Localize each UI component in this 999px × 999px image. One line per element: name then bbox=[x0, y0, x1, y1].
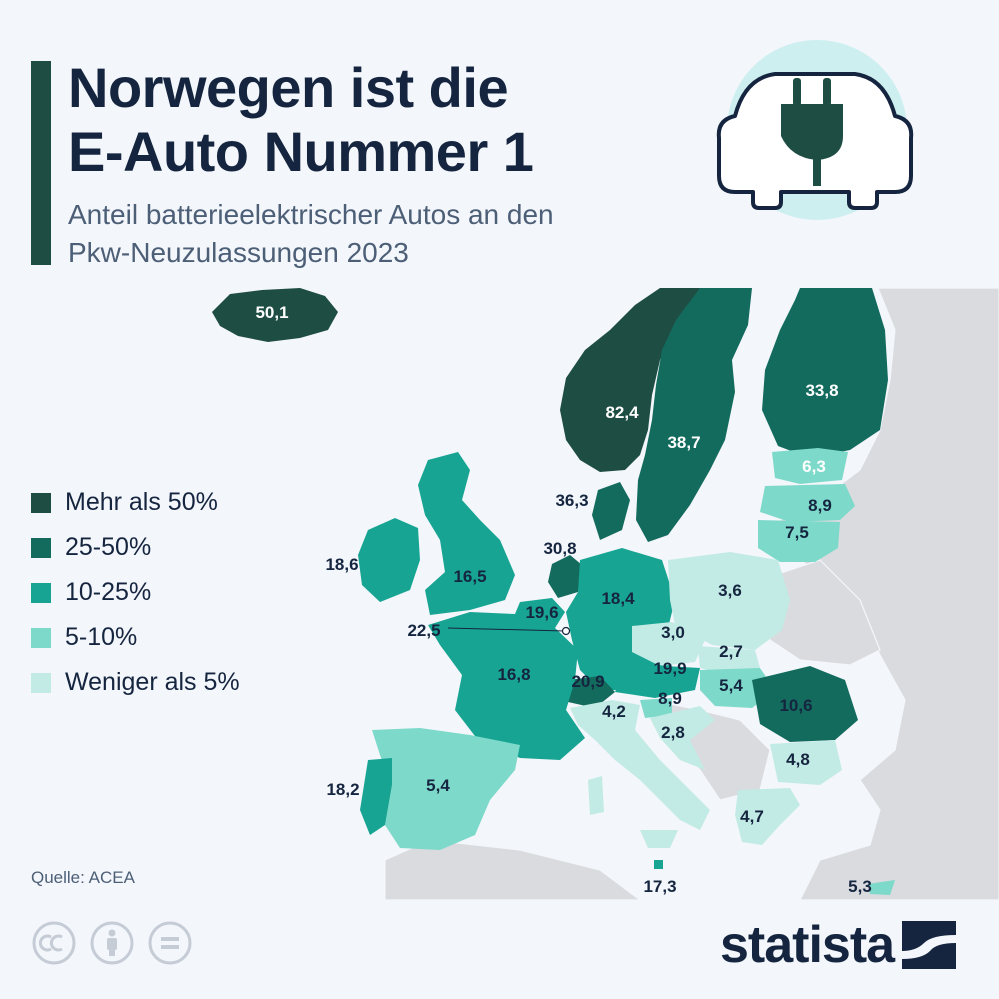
brand-name: statista bbox=[720, 916, 895, 974]
label-poland: 3,6 bbox=[718, 581, 742, 600]
legend-label: 5-10% bbox=[65, 623, 138, 651]
label-latvia: 8,9 bbox=[808, 496, 832, 515]
label-slovenia: 8,9 bbox=[658, 689, 682, 708]
label-romania: 10,6 bbox=[779, 696, 812, 715]
label-greece: 4,7 bbox=[740, 807, 764, 826]
region-austria bbox=[615, 660, 700, 698]
region-malta bbox=[654, 860, 663, 869]
legend-item: 10-25% bbox=[31, 570, 240, 615]
region-great-britain bbox=[418, 452, 515, 615]
legend-item: Mehr als 50% bbox=[31, 480, 240, 525]
page-subtitle: Anteil batterieelektrischer Autos an den… bbox=[68, 196, 554, 272]
label-finland: 33,8 bbox=[805, 381, 838, 400]
label-ireland: 18,6 bbox=[325, 555, 358, 574]
no-derivatives-icon bbox=[148, 921, 192, 965]
statista-logo-icon bbox=[902, 921, 957, 969]
label-netherlands: 30,8 bbox=[543, 539, 576, 558]
region-spain bbox=[372, 728, 520, 850]
legend-swatch bbox=[31, 492, 51, 513]
region-france bbox=[428, 612, 585, 760]
label-denmark: 36,3 bbox=[555, 491, 588, 510]
label-italy: 4,2 bbox=[602, 702, 626, 721]
label-great-britain: 16,5 bbox=[453, 567, 486, 586]
legend-item: Weniger als 5% bbox=[31, 660, 240, 705]
region-croatia bbox=[650, 706, 715, 770]
label-austria: 19,9 bbox=[653, 659, 686, 678]
label-iceland: 50,1 bbox=[255, 303, 288, 322]
source-note: Quelle: ACEA bbox=[31, 868, 135, 887]
legend-item: 25-50% bbox=[31, 525, 240, 570]
electric-car-plug-icon bbox=[716, 40, 914, 220]
label-lithuania: 7,5 bbox=[785, 523, 809, 542]
title-line-2: E-Auto Nummer 1 bbox=[68, 120, 534, 183]
brand-logo: statista bbox=[720, 915, 957, 975]
region-sicily bbox=[640, 830, 678, 848]
label-malta: 17,3 bbox=[643, 877, 676, 896]
region-italy bbox=[570, 700, 710, 830]
region-portugal bbox=[360, 758, 392, 835]
region-sardinia bbox=[588, 776, 604, 815]
label-croatia: 2,8 bbox=[661, 723, 685, 742]
region-ireland bbox=[358, 518, 420, 602]
leader-dot bbox=[561, 626, 571, 636]
region-estonia bbox=[772, 448, 848, 484]
title-line-1: Norwegen ist die bbox=[68, 56, 509, 119]
subtitle-line-2: Pkw-Neuzulassungen 2023 bbox=[68, 237, 409, 268]
label-slovakia: 2,7 bbox=[719, 642, 743, 661]
region-bulgaria bbox=[770, 740, 842, 785]
region-poland bbox=[668, 552, 790, 650]
region-denmark bbox=[592, 482, 630, 540]
non-eu-land bbox=[384, 287, 999, 901]
legend-swatch bbox=[31, 627, 51, 648]
label-germany: 18,4 bbox=[601, 589, 635, 608]
value-labels: 50,1 82,4 38,7 33,8 36,3 6,3 8,9 7,5 18,… bbox=[255, 303, 871, 896]
label-belgium: 19,6 bbox=[525, 603, 558, 622]
label-luxembourg: 22,5 bbox=[407, 621, 440, 640]
label-portugal: 18,2 bbox=[326, 780, 359, 799]
legend-label: 10-25% bbox=[65, 578, 152, 606]
leader-line bbox=[447, 627, 566, 632]
legend-label: Weniger als 5% bbox=[65, 668, 240, 696]
page-title: Norwegen ist die E-Auto Nummer 1 bbox=[68, 56, 534, 184]
label-cyprus: 5,3 bbox=[848, 877, 872, 896]
label-switzerland: 20,9 bbox=[571, 672, 604, 691]
legend-label: 25-50% bbox=[65, 533, 152, 561]
region-iceland bbox=[212, 288, 338, 342]
region-switzerland bbox=[568, 676, 615, 708]
cc-icon bbox=[32, 921, 76, 965]
label-hungary: 5,4 bbox=[719, 676, 743, 695]
legend-item: 5-10% bbox=[31, 615, 240, 660]
region-norway bbox=[560, 288, 700, 472]
legend-swatch bbox=[31, 582, 51, 603]
region-czechia bbox=[632, 622, 705, 666]
region-finland bbox=[762, 288, 888, 458]
label-france: 16,8 bbox=[497, 665, 530, 684]
region-lithuania bbox=[758, 520, 840, 562]
subtitle-line-1: Anteil batterieelektrischer Autos an den bbox=[68, 199, 554, 230]
region-greece bbox=[735, 788, 800, 845]
region-netherlands bbox=[548, 555, 582, 598]
attribution-icon bbox=[90, 921, 134, 965]
legend: Mehr als 50% 25-50% 10-25% 5-10% Weniger… bbox=[31, 480, 240, 705]
region-slovakia bbox=[698, 646, 760, 675]
region-cyprus bbox=[868, 880, 895, 895]
label-estonia: 6,3 bbox=[802, 457, 826, 476]
label-spain: 5,4 bbox=[426, 776, 450, 795]
label-sweden: 38,7 bbox=[667, 433, 700, 452]
region-sweden bbox=[636, 288, 752, 542]
legend-swatch bbox=[31, 672, 51, 693]
label-bulgaria: 4,8 bbox=[786, 750, 810, 769]
region-romania bbox=[752, 666, 858, 742]
license-icons bbox=[31, 920, 193, 966]
label-czechia: 3,0 bbox=[661, 623, 685, 642]
region-slovenia bbox=[640, 698, 672, 718]
legend-label: Mehr als 50% bbox=[65, 488, 218, 516]
title-accent-bar bbox=[31, 61, 51, 265]
legend-swatch bbox=[31, 537, 51, 558]
region-latvia bbox=[760, 484, 855, 522]
label-norway: 82,4 bbox=[605, 403, 639, 422]
